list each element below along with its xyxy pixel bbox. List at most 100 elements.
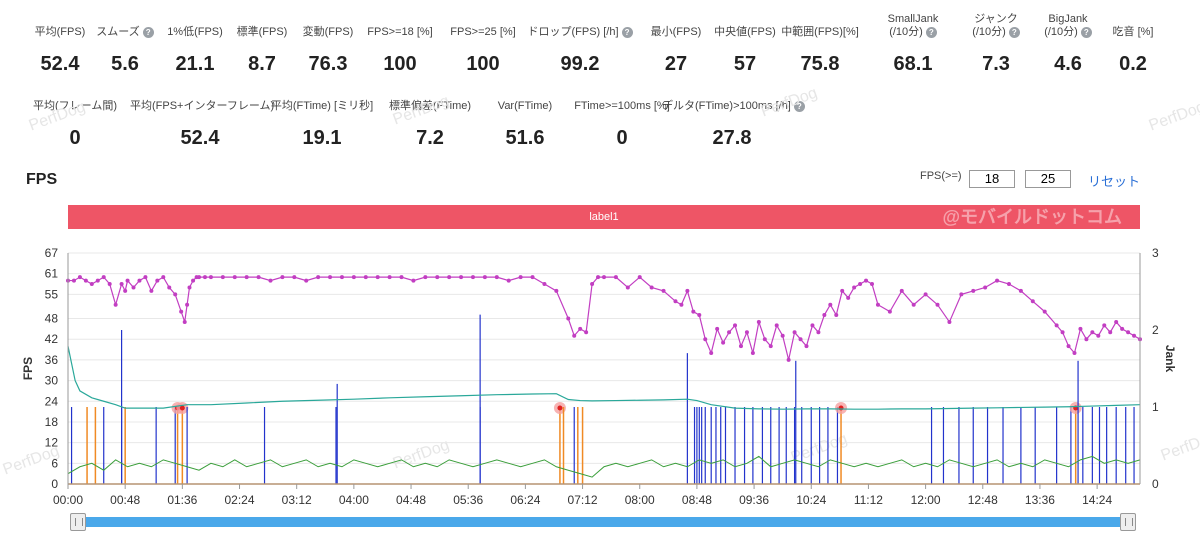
fps-point [762, 337, 767, 342]
fps-point [733, 323, 738, 328]
fps-point [899, 288, 904, 293]
fps-point [316, 275, 321, 280]
fps-point [292, 275, 297, 280]
fps-point [459, 275, 464, 280]
metric-label: 1%低(FPS) [167, 26, 223, 38]
slider-handle-right[interactable] [1120, 513, 1136, 531]
fps-point [923, 292, 928, 297]
fps-point [798, 337, 803, 342]
metric-label: FPS>=18 [%] [367, 26, 433, 38]
metric: 平均(フレーム間) 0 [5, 100, 145, 149]
fps-point [1102, 323, 1107, 328]
y-tick-label: 6 [51, 456, 58, 470]
fps-point [542, 282, 547, 287]
y-tick-label: 67 [45, 246, 59, 260]
y-tick-label: 48 [45, 312, 59, 326]
help-icon[interactable]: ? [925, 26, 937, 38]
fps-point [232, 275, 237, 280]
fps-point [1018, 288, 1023, 293]
help-icon[interactable]: ? [1080, 26, 1092, 38]
chart-series [66, 275, 1142, 485]
fps-point [971, 288, 976, 293]
fps-point [804, 344, 809, 349]
fps-threshold-input-1[interactable] [969, 170, 1015, 188]
x-tick-label: 01:36 [167, 493, 197, 507]
metric-value: 7.2 [416, 127, 444, 149]
x-tick-label: 08:48 [682, 493, 712, 507]
fps-point [77, 275, 82, 280]
x-tick-label: 13:36 [1025, 493, 1055, 507]
fps-point [709, 350, 714, 355]
fps-point [149, 288, 154, 293]
y2-tick-label: 3 [1152, 246, 1159, 260]
fps-point [679, 302, 684, 307]
x-tick-label: 14:24 [1082, 493, 1112, 507]
fps-point [554, 288, 559, 293]
fps-point [1030, 299, 1035, 304]
fps-point [155, 278, 160, 283]
fps-point [191, 278, 196, 283]
y2-tick-label: 2 [1152, 323, 1159, 337]
fps-point [822, 313, 827, 318]
slider-handle-left[interactable] [70, 513, 86, 531]
fps-point [363, 275, 368, 280]
metric-value: 19.1 [302, 127, 342, 149]
fps-point [244, 275, 249, 280]
metric: BigJank (/10分)? 4.6 [998, 13, 1138, 75]
reset-button[interactable]: リセット [1088, 174, 1141, 189]
metric: FTime>=100ms [%] 0 [552, 100, 692, 149]
fps-point [1114, 319, 1119, 324]
fps-point [602, 275, 606, 280]
fps-point [1120, 326, 1125, 331]
metric: 最小(FPS) 27 [606, 26, 746, 75]
fps-point [220, 275, 225, 280]
metric: スムーズ? 5.6 [55, 26, 195, 75]
fps-point [119, 282, 124, 287]
help-icon[interactable]: ? [1008, 26, 1020, 38]
fps-point [834, 313, 839, 318]
metric-value: 27.8 [712, 127, 752, 149]
fps-point [435, 275, 440, 280]
fps-point [756, 319, 761, 324]
label-bar[interactable]: label1 @モバイルドットコム [68, 205, 1140, 229]
metric-value: 0 [69, 127, 81, 149]
fps-point [774, 323, 779, 328]
fps-point [1054, 323, 1059, 328]
fps-point [584, 330, 589, 335]
help-icon[interactable]: ? [142, 26, 154, 38]
metric-value: 99.2 [560, 53, 600, 75]
fps-point [816, 330, 821, 335]
fps-point [1042, 309, 1047, 314]
fps-point [187, 285, 192, 290]
fps-point [995, 278, 1000, 283]
fps-point [959, 292, 964, 297]
metric-value: 52.4 [40, 53, 80, 75]
fps-point [596, 275, 601, 280]
big-jank-dot [557, 405, 563, 411]
help-icon[interactable]: ? [793, 100, 805, 112]
fps-point [71, 278, 76, 283]
fps-point [637, 275, 642, 280]
metric-value: 76.3 [308, 53, 348, 75]
fps-point [715, 326, 720, 331]
fps-point [113, 302, 118, 307]
help-icon[interactable]: ? [621, 26, 633, 38]
y-tick-label: 42 [45, 332, 59, 346]
fps-point [506, 278, 511, 283]
x-tick-label: 04:48 [396, 493, 426, 507]
y2-axis-label: Jank [1163, 345, 1177, 373]
fps-point [351, 275, 356, 280]
fps-point [828, 302, 833, 307]
metric: 標準(FPS) 8.7 [192, 26, 332, 75]
x-tick-label: 03:12 [282, 493, 312, 507]
y-tick-label: 0 [51, 477, 58, 491]
fps-threshold-input-2[interactable] [1025, 170, 1071, 188]
fps-point [1108, 330, 1113, 335]
fps-point [727, 330, 732, 335]
time-range-slider[interactable] [76, 517, 1128, 527]
metric-label: 変動(FPS) [302, 26, 354, 38]
fps-point [280, 275, 285, 280]
x-tick-label: 09:36 [739, 493, 769, 507]
metric-label: スムーズ? [55, 26, 195, 39]
metric-label: BigJank (/10分)? [998, 13, 1138, 39]
